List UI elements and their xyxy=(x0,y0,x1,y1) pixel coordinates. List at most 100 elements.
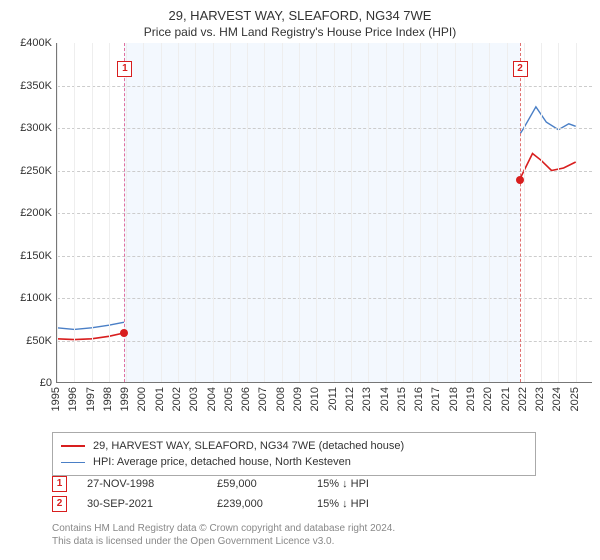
x-tick-label: 1999 xyxy=(119,387,131,411)
gridline-v xyxy=(299,43,300,382)
data-row-price: £59,000 xyxy=(217,474,297,494)
x-tick-label: 2017 xyxy=(430,387,442,411)
x-tick-label: 2025 xyxy=(569,387,581,411)
x-axis-labels: 1995199619971998199920002001200220032004… xyxy=(56,383,592,423)
data-row: 1 27-NOV-1998 £59,000 15% ↓ HPI xyxy=(52,474,536,494)
gridline-v xyxy=(247,43,248,382)
gridline-v xyxy=(489,43,490,382)
x-tick-label: 2007 xyxy=(257,387,269,411)
plot-area: 12 xyxy=(56,43,592,383)
footer-line: Contains HM Land Registry data © Crown c… xyxy=(52,522,552,535)
x-tick-label: 2020 xyxy=(482,387,494,411)
title-subtitle: Price paid vs. HM Land Registry's House … xyxy=(8,25,592,39)
gridline-v xyxy=(386,43,387,382)
gridline-v xyxy=(178,43,179,382)
gridline-v xyxy=(109,43,110,382)
x-tick-label: 2009 xyxy=(292,387,304,411)
data-row-delta: 15% ↓ HPI xyxy=(317,494,407,514)
x-tick-label: 1996 xyxy=(67,387,79,411)
title-address: 29, HARVEST WAY, SLEAFORD, NG34 7WE xyxy=(8,8,592,23)
x-tick-label: 2018 xyxy=(448,387,460,411)
x-tick-label: 1995 xyxy=(50,387,62,411)
gridline-v xyxy=(524,43,525,382)
footer-line: This data is licensed under the Open Gov… xyxy=(52,535,552,548)
data-row-badge: 2 xyxy=(52,496,67,512)
footer-attribution: Contains HM Land Registry data © Crown c… xyxy=(52,522,552,548)
gridline-h xyxy=(57,86,592,87)
y-tick-label: £100K xyxy=(20,292,52,304)
legend-swatch xyxy=(61,462,85,463)
x-tick-label: 2010 xyxy=(309,387,321,411)
x-tick-label: 2003 xyxy=(188,387,200,411)
marker-dot xyxy=(516,176,524,184)
data-row-price: £239,000 xyxy=(217,494,297,514)
x-tick-label: 2008 xyxy=(275,387,287,411)
gridline-v xyxy=(351,43,352,382)
chart-area: £0£50K£100K£150K£200K£250K£300K£350K£400… xyxy=(8,43,592,423)
gridline-h xyxy=(57,341,592,342)
y-axis-labels: £0£50K£100K£150K£200K£250K£300K£350K£400… xyxy=(8,43,56,383)
gridline-v xyxy=(92,43,93,382)
data-table: 1 27-NOV-1998 £59,000 15% ↓ HPI 2 30-SEP-2021… xyxy=(52,474,536,514)
marker-badge: 2 xyxy=(513,61,528,77)
gridline-v xyxy=(576,43,577,382)
gridline-v xyxy=(264,43,265,382)
legend-label: 29, HARVEST WAY, SLEAFORD, NG34 7WE (det… xyxy=(93,438,404,454)
gridline-v xyxy=(420,43,421,382)
x-tick-label: 1997 xyxy=(85,387,97,411)
gridline-h xyxy=(57,171,592,172)
gridline-v xyxy=(368,43,369,382)
y-tick-label: £250K xyxy=(20,165,52,177)
gridline-v xyxy=(230,43,231,382)
x-tick-label: 2022 xyxy=(517,387,529,411)
gridline-v xyxy=(403,43,404,382)
gridline-h xyxy=(57,128,592,129)
x-tick-label: 2014 xyxy=(379,387,391,411)
x-tick-label: 2013 xyxy=(361,387,373,411)
gridline-v xyxy=(57,43,58,382)
y-tick-label: £150K xyxy=(20,250,52,262)
gridline-v xyxy=(472,43,473,382)
x-tick-label: 2023 xyxy=(534,387,546,411)
marker-line xyxy=(520,43,521,382)
gridline-h xyxy=(57,298,592,299)
marker-badge: 1 xyxy=(117,61,132,77)
x-tick-label: 2002 xyxy=(171,387,183,411)
data-row: 2 30-SEP-2021 £239,000 15% ↓ HPI xyxy=(52,494,536,514)
data-row-date: 30-SEP-2021 xyxy=(87,494,197,514)
legend-row: HPI: Average price, detached house, Nort… xyxy=(61,454,527,470)
x-tick-label: 2016 xyxy=(413,387,425,411)
y-tick-label: £50K xyxy=(26,335,52,347)
x-tick-label: 2000 xyxy=(136,387,148,411)
x-tick-label: 2006 xyxy=(240,387,252,411)
gridline-v xyxy=(74,43,75,382)
data-row-delta: 15% ↓ HPI xyxy=(317,474,407,494)
data-row-date: 27-NOV-1998 xyxy=(87,474,197,494)
legend-row: 29, HARVEST WAY, SLEAFORD, NG34 7WE (det… xyxy=(61,438,527,454)
gridline-h xyxy=(57,256,592,257)
gridline-v xyxy=(213,43,214,382)
gridline-v xyxy=(195,43,196,382)
x-tick-label: 2012 xyxy=(344,387,356,411)
y-tick-label: £400K xyxy=(20,37,52,49)
gridline-v xyxy=(161,43,162,382)
x-tick-label: 1998 xyxy=(102,387,114,411)
x-tick-label: 2021 xyxy=(500,387,512,411)
gridline-v xyxy=(541,43,542,382)
gridline-v xyxy=(316,43,317,382)
gridline-v xyxy=(282,43,283,382)
x-tick-label: 2004 xyxy=(206,387,218,411)
x-tick-label: 2001 xyxy=(154,387,166,411)
data-row-badge: 1 xyxy=(52,476,67,492)
x-tick-label: 2011 xyxy=(327,387,339,411)
gridline-v xyxy=(558,43,559,382)
legend-swatch xyxy=(61,445,85,447)
gridline-v xyxy=(437,43,438,382)
x-tick-label: 2015 xyxy=(396,387,408,411)
gridline-v xyxy=(507,43,508,382)
gridline-h xyxy=(57,213,592,214)
legend-label: HPI: Average price, detached house, Nort… xyxy=(93,454,351,470)
x-tick-label: 2019 xyxy=(465,387,477,411)
legend-box: 29, HARVEST WAY, SLEAFORD, NG34 7WE (det… xyxy=(52,432,536,476)
gridline-v xyxy=(455,43,456,382)
